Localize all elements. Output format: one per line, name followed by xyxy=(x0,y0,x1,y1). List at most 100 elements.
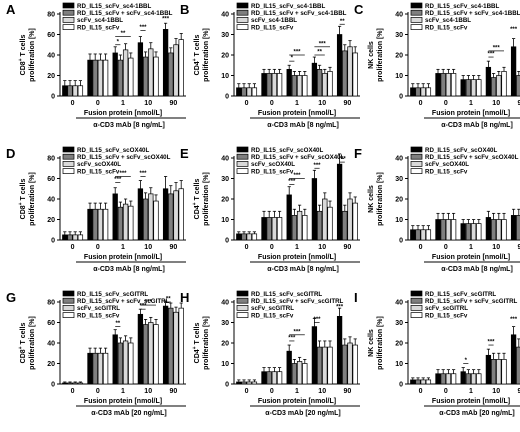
y-axis-title: CD4+ T cells xyxy=(192,323,201,364)
legend-swatch xyxy=(236,17,249,23)
y-axis-title-line2: proliferation [%] xyxy=(377,172,384,226)
legend-label: RD_IL15_scFv_scGITRL xyxy=(77,291,148,298)
bar-d-g4-s3 xyxy=(178,188,184,241)
x-tick-label: 1 xyxy=(121,388,125,395)
x-tick-label: 0 xyxy=(71,100,75,107)
x-axis-title: Fusion protein [nmol/L] xyxy=(432,254,510,261)
legend-label: scFv_scOX40L xyxy=(251,161,295,168)
bar-g-g3-s2 xyxy=(148,322,154,385)
bar-h-g2-s3 xyxy=(302,363,308,385)
bar-g-g4-s2 xyxy=(173,311,179,385)
legend-label: RD_IL15_scFv xyxy=(77,312,120,319)
bar-h-g3-s2 xyxy=(322,346,328,385)
y-tick-label: 40 xyxy=(47,197,55,204)
bar-e-g1-s1 xyxy=(266,217,272,241)
y-tick-label: 30 xyxy=(395,320,403,327)
x-tick-label: 0 xyxy=(419,388,423,395)
legend-swatch xyxy=(62,146,75,153)
bar-a-g4-s2 xyxy=(173,44,179,97)
legend-swatch xyxy=(410,312,423,318)
sig-label: *** xyxy=(510,317,518,323)
bar-b-g2-s3 xyxy=(302,75,308,97)
legend-label: RD_IL15_scFv_scGITRL xyxy=(425,291,496,298)
x-tick-label: 10 xyxy=(144,388,152,395)
bar-d-g3-s0 xyxy=(137,188,144,241)
x-tick-label: 10 xyxy=(318,388,326,395)
bar-i-g4-s0 xyxy=(510,334,517,385)
bar-h-g1-s3 xyxy=(276,371,283,385)
bar-i-g3-s2 xyxy=(496,359,502,385)
x-tick-label: 90 xyxy=(344,244,352,251)
bar-g-g3-s0 xyxy=(137,313,144,385)
y-tick-label: 20 xyxy=(221,53,229,60)
y-tick-label: 0 xyxy=(399,382,403,389)
sig-label: *** xyxy=(139,25,147,31)
bar-d-g3-s3 xyxy=(153,200,159,241)
x-axis-title: Fusion protein [nmol/L] xyxy=(84,254,162,261)
bar-h-g1-s1 xyxy=(266,371,272,385)
x-tick-label: 1 xyxy=(469,100,473,107)
x-tick-label: 90 xyxy=(344,388,352,395)
bar-c-g4-s0 xyxy=(510,46,517,97)
panel-label: D xyxy=(6,146,15,161)
sig-label: *** xyxy=(293,329,301,335)
y-tick-label: 40 xyxy=(395,156,403,163)
y-tick-label: 60 xyxy=(47,176,55,183)
y-tick-label: 20 xyxy=(47,217,55,224)
bar-b-g0-s3 xyxy=(251,87,258,97)
y-axis-title-line2: proliferation [%] xyxy=(29,172,36,226)
bar-g-g4-s3 xyxy=(178,307,184,385)
legend-swatch xyxy=(410,297,423,304)
x-tick-label: 0 xyxy=(245,244,249,251)
bar-f-g2-s1 xyxy=(465,223,472,241)
bar-f-g1-s3 xyxy=(450,219,457,241)
legend-swatch xyxy=(410,2,423,9)
x-tick-label: 10 xyxy=(144,244,152,251)
y-axis-title-line2: proliferation [%] xyxy=(377,316,384,370)
bar-d-g2-s2 xyxy=(122,203,129,241)
x-tick-label: 90 xyxy=(518,244,520,251)
bar-a-g3-s2 xyxy=(148,48,154,97)
x-tick-label: 1 xyxy=(121,100,125,107)
legend-swatch xyxy=(410,168,423,174)
legend-label: RD_IL15_scFv_sc4-1BBL xyxy=(425,3,500,10)
legend-swatch xyxy=(236,2,249,9)
x-axis-title: Fusion protein [nmol/L] xyxy=(258,398,336,405)
legend-label: RD_IL15_scFv xyxy=(77,168,120,175)
x-axis-title: Fusion protein [nmol/L] xyxy=(258,110,336,117)
bar-d-g3-s2 xyxy=(148,193,154,241)
bar-d-g1-s1 xyxy=(92,208,98,241)
bar-i-g0-s2 xyxy=(420,379,426,385)
legend-label: scFv_scOX40L xyxy=(425,161,469,168)
bar-a-g1-s3 xyxy=(102,59,109,97)
x-tick-label: 0 xyxy=(71,388,75,395)
bar-a-g0-s3 xyxy=(77,85,84,97)
bar-c-g0-s1 xyxy=(415,87,421,97)
panel-g: G CD8+ T cells proliferation [%] 0 20 40 60 80 0… xyxy=(6,290,186,417)
legend-swatch xyxy=(236,305,249,311)
sig-label: *** xyxy=(293,173,301,179)
y-tick-label: 40 xyxy=(395,300,403,307)
legend-swatch xyxy=(236,168,249,174)
condition-label: α-CD3 mAb [8 ng/mL] xyxy=(267,266,339,273)
x-tick-label: 90 xyxy=(170,244,178,251)
bar-f-g3-s1 xyxy=(490,219,497,241)
y-tick-label: 20 xyxy=(47,73,55,80)
y-tick-label: 30 xyxy=(395,176,403,183)
bar-f-g2-s2 xyxy=(470,223,477,241)
panel-d: D CD8+ T cells proliferation [%] 0 20 40 60 80 0… xyxy=(6,146,186,273)
x-tick-label: 1 xyxy=(469,388,473,395)
bar-e-g2-s2 xyxy=(296,210,303,241)
bar-h-g3-s3 xyxy=(327,346,333,385)
sig-label: ** xyxy=(115,321,120,327)
bar-g-g2-s1 xyxy=(117,342,124,385)
bar-e-g1-s0 xyxy=(261,217,267,241)
y-axis-title: CD8+ T cells xyxy=(18,179,27,220)
bar-a-g2-s3 xyxy=(128,57,134,97)
legend-swatch xyxy=(410,305,423,311)
condition-label: α-CD3 mAb [8 ng/mL] xyxy=(441,122,513,129)
sig-label: *** xyxy=(487,52,495,58)
bar-b-g1-s1 xyxy=(266,73,272,97)
